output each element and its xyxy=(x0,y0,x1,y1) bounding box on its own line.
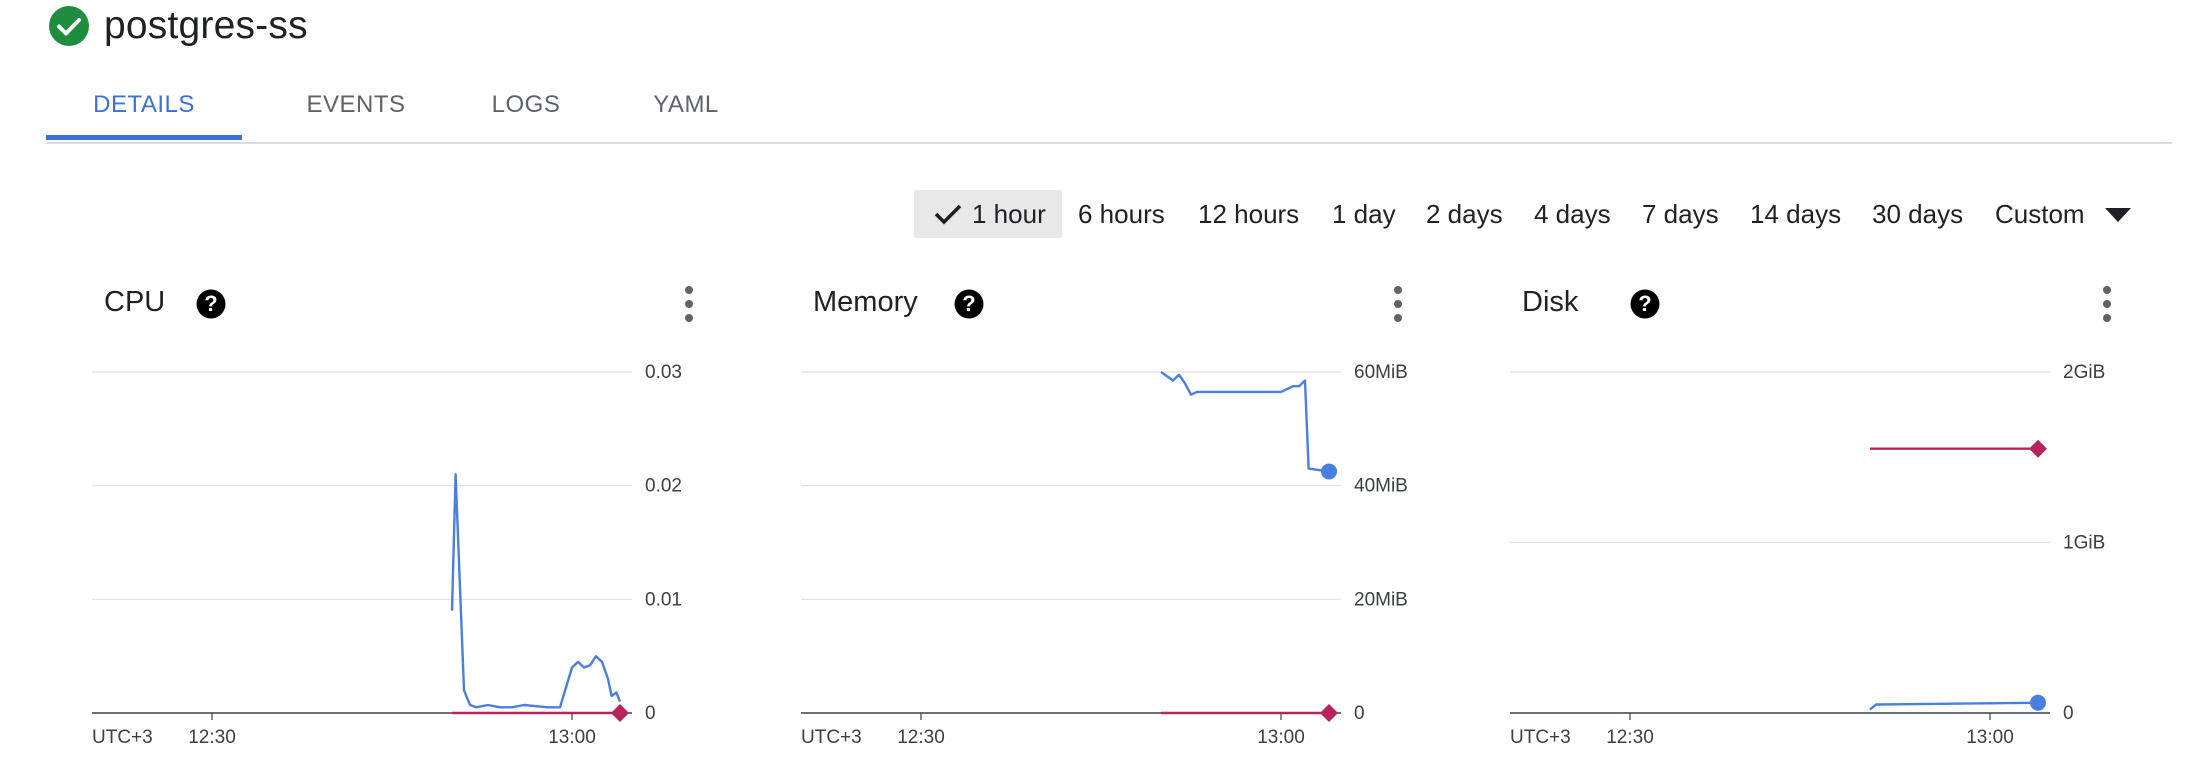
x-tick-label: UTC+3 xyxy=(801,727,862,748)
caret-down-icon xyxy=(2105,208,2131,222)
x-tick-label: 13:00 xyxy=(1966,727,2014,748)
x-tick-label: 12:30 xyxy=(188,727,236,748)
y-tick-label: 1GiB xyxy=(2063,533,2105,554)
y-tick-label: 0.02 xyxy=(645,476,682,497)
more-vert-icon[interactable] xyxy=(1393,285,1403,323)
range-4-days[interactable]: 4 days xyxy=(1534,199,1611,229)
x-tick-label: UTC+3 xyxy=(1510,727,1571,748)
range-custom-dropdown[interactable]: Custom xyxy=(1995,190,2135,238)
range-6-hours[interactable]: 6 hours xyxy=(1078,199,1165,229)
range-7-days[interactable]: 7 days xyxy=(1642,199,1719,229)
y-tick-label: 0 xyxy=(2063,703,2074,724)
y-tick-label: 60MiB xyxy=(1354,362,1408,383)
svg-text:?: ? xyxy=(962,291,975,316)
chart-disk: 2GiB 1GiB 0 UTC+3 12:30 13:00 xyxy=(1510,362,2105,748)
usage-series-line xyxy=(450,473,622,709)
check-icon xyxy=(934,204,962,225)
help-circle-icon[interactable]: ? xyxy=(1630,289,1660,319)
tab-events[interactable]: EVENTS xyxy=(306,91,406,118)
x-tick-label: UTC+3 xyxy=(92,727,153,748)
range-1-hour[interactable]: 1 hour xyxy=(914,190,1062,238)
y-tick-label: 40MiB xyxy=(1354,476,1408,497)
y-tick-label: 0 xyxy=(1354,703,1365,724)
more-vert-icon[interactable] xyxy=(684,285,694,323)
y-tick-label: 0.03 xyxy=(645,362,682,383)
more-vert-icon[interactable] xyxy=(2102,285,2112,323)
limit-end-marker[interactable] xyxy=(2029,439,2047,458)
svg-text:?: ? xyxy=(204,291,217,316)
chart-memory: 60MiB 40MiB 20MiB 0 UTC+3 12:30 13:00 xyxy=(801,362,1408,748)
limit-end-marker[interactable] xyxy=(611,704,629,722)
help-circle-icon[interactable]: ? xyxy=(196,289,226,319)
page-title: postgres-ss xyxy=(104,4,308,47)
usage-end-marker[interactable] xyxy=(1321,463,1337,480)
usage-series-line xyxy=(1869,701,2039,711)
check-circle-icon xyxy=(49,6,89,46)
usage-series-line xyxy=(1160,371,1330,473)
x-tick-label: 12:30 xyxy=(897,727,945,748)
chart-title: Memory xyxy=(813,286,918,318)
y-tick-label: 2GiB xyxy=(2063,362,2105,383)
tab-bar: DETAILS EVENTS LOGS YAML xyxy=(46,80,2172,144)
usage-end-marker[interactable] xyxy=(2030,694,2046,711)
y-tick-label: 20MiB xyxy=(1354,589,1408,610)
range-1-day[interactable]: 1 day xyxy=(1332,199,1396,229)
x-tick-label: 13:00 xyxy=(1257,727,1305,748)
range-label: Custom xyxy=(1995,199,2085,229)
range-label: 1 hour xyxy=(972,199,1046,229)
help-circle-icon[interactable]: ? xyxy=(954,289,984,319)
x-tick-label: 13:00 xyxy=(548,727,596,748)
x-tick-label: 12:30 xyxy=(1606,727,1654,748)
limit-end-marker[interactable] xyxy=(1320,704,1338,722)
chart-title: Disk xyxy=(1522,286,1579,318)
chart-title: CPU xyxy=(104,286,166,318)
tab-details[interactable]: DETAILS xyxy=(46,80,242,140)
range-12-hours[interactable]: 12 hours xyxy=(1198,199,1300,229)
y-tick-label: 0 xyxy=(645,703,656,724)
time-range-selector: 1 hour 6 hours 12 hours 1 day 2 days 4 d… xyxy=(0,190,2192,238)
svg-text:?: ? xyxy=(1638,291,1651,316)
chart-cpu: 0.03 0.02 0.01 0 UTC+3 12:30 13:00 xyxy=(92,362,682,748)
range-2-days[interactable]: 2 days xyxy=(1426,199,1503,229)
y-tick-label: 0.01 xyxy=(645,589,682,610)
range-14-days[interactable]: 14 days xyxy=(1750,199,1842,229)
tab-logs[interactable]: LOGS xyxy=(491,91,561,118)
title-row: postgres-ss xyxy=(48,0,308,52)
tab-yaml[interactable]: YAML xyxy=(653,91,719,118)
range-30-days[interactable]: 30 days xyxy=(1872,199,1964,229)
